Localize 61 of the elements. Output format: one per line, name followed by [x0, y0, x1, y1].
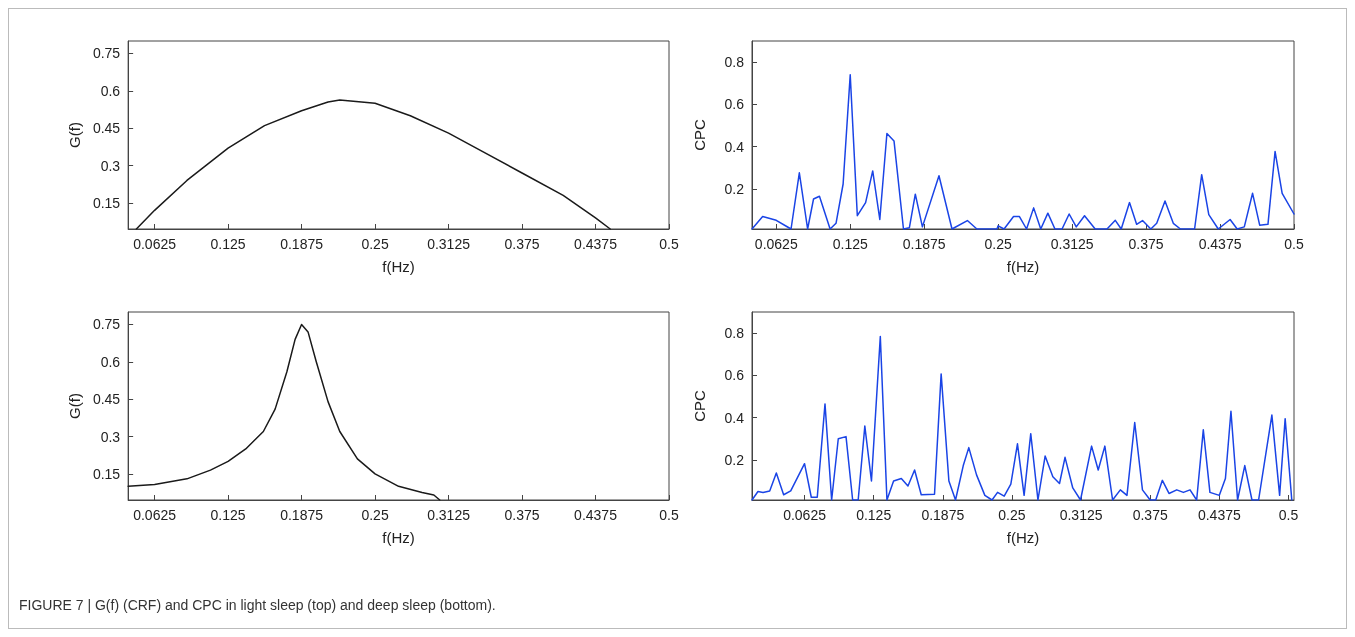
x-tick-label: 0.1875: [921, 507, 965, 523]
y-tick-label: 0.75: [92, 316, 121, 333]
y-tick-label: 0.6: [100, 82, 121, 99]
x-tick-label: 0.5: [1284, 236, 1304, 252]
x-tick-label: 0.0625: [133, 507, 177, 523]
y-axis-title: CPC: [691, 119, 708, 151]
y-tick-label: 0.4: [724, 138, 745, 155]
x-axis-title: f(Hz): [1006, 258, 1040, 275]
x-tick-label: 0.4375: [574, 507, 618, 523]
y-tick-label: 0.6: [724, 96, 745, 113]
line-series: [135, 99, 611, 230]
y-tick-label: 0.45: [92, 391, 121, 408]
x-tick-label: 0.375: [504, 507, 540, 523]
x-axis-title: f(Hz): [382, 529, 415, 546]
x-tick-label: 0.3125: [1059, 507, 1103, 523]
x-tick-label: 0.3125: [1050, 236, 1094, 252]
x-axis-title: f(Hz): [382, 258, 415, 275]
y-tick-label: 0.8: [724, 54, 745, 71]
x-tick-label: 0.5: [659, 236, 679, 252]
y-tick-label: 0.75: [92, 45, 121, 62]
x-tick-label: 0.0625: [783, 507, 827, 523]
y-tick-label: 0.15: [92, 194, 121, 211]
x-tick-label: 0.1875: [280, 236, 324, 252]
x-tick-label: 0.4375: [1198, 236, 1242, 252]
y-tick-label: 0.6: [100, 353, 121, 370]
x-tick-label: 0.25: [998, 507, 1026, 523]
x-tick-label: 0.4375: [1197, 507, 1241, 523]
y-axis-title: CPC: [691, 390, 708, 422]
x-axis-title: f(Hz): [1006, 529, 1040, 546]
x-tick-label: 0.1875: [902, 236, 946, 252]
y-tick-label: 0.3: [100, 157, 121, 174]
y-tick-label: 0.45: [92, 120, 121, 137]
x-tick-label: 0.4375: [574, 236, 618, 252]
x-tick-label: 0.25: [361, 236, 389, 252]
line-series: [127, 323, 441, 501]
y-axis-title: G(f): [66, 393, 83, 419]
x-tick-label: 0.5: [1278, 507, 1299, 523]
x-tick-label: 0.375: [1132, 507, 1168, 523]
x-tick-label: 0.0625: [133, 236, 177, 252]
x-tick-label: 0.3125: [427, 507, 471, 523]
x-tick-label: 0.0625: [754, 236, 798, 252]
x-tick-label: 0.125: [832, 236, 868, 252]
x-tick-label: 0.3125: [427, 236, 471, 252]
y-tick-label: 0.8: [724, 325, 745, 342]
y-tick-label: 0.4: [724, 409, 745, 426]
y-tick-label: 0.6: [724, 367, 745, 384]
x-tick-label: 0.5: [659, 507, 679, 523]
y-tick-label: 0.3: [100, 428, 121, 445]
y-tick-label: 0.2: [724, 180, 745, 197]
x-tick-label: 0.1875: [280, 507, 324, 523]
x-tick-label: 0.375: [504, 236, 540, 252]
y-axis-title: G(f): [66, 122, 83, 148]
x-tick-label: 0.125: [210, 507, 246, 523]
x-tick-label: 0.125: [856, 507, 892, 523]
y-tick-label: 0.2: [724, 451, 745, 468]
x-tick-label: 0.125: [210, 236, 246, 252]
x-tick-label: 0.25: [984, 236, 1012, 252]
x-tick-label: 0.25: [361, 507, 389, 523]
caption: FIGURE 7 | G(f) (CRF) and CPC in light sleep (top) and deep sleep (bottom).: [19, 597, 496, 613]
x-tick-label: 0.375: [1128, 236, 1164, 252]
y-tick-label: 0.15: [92, 465, 121, 482]
